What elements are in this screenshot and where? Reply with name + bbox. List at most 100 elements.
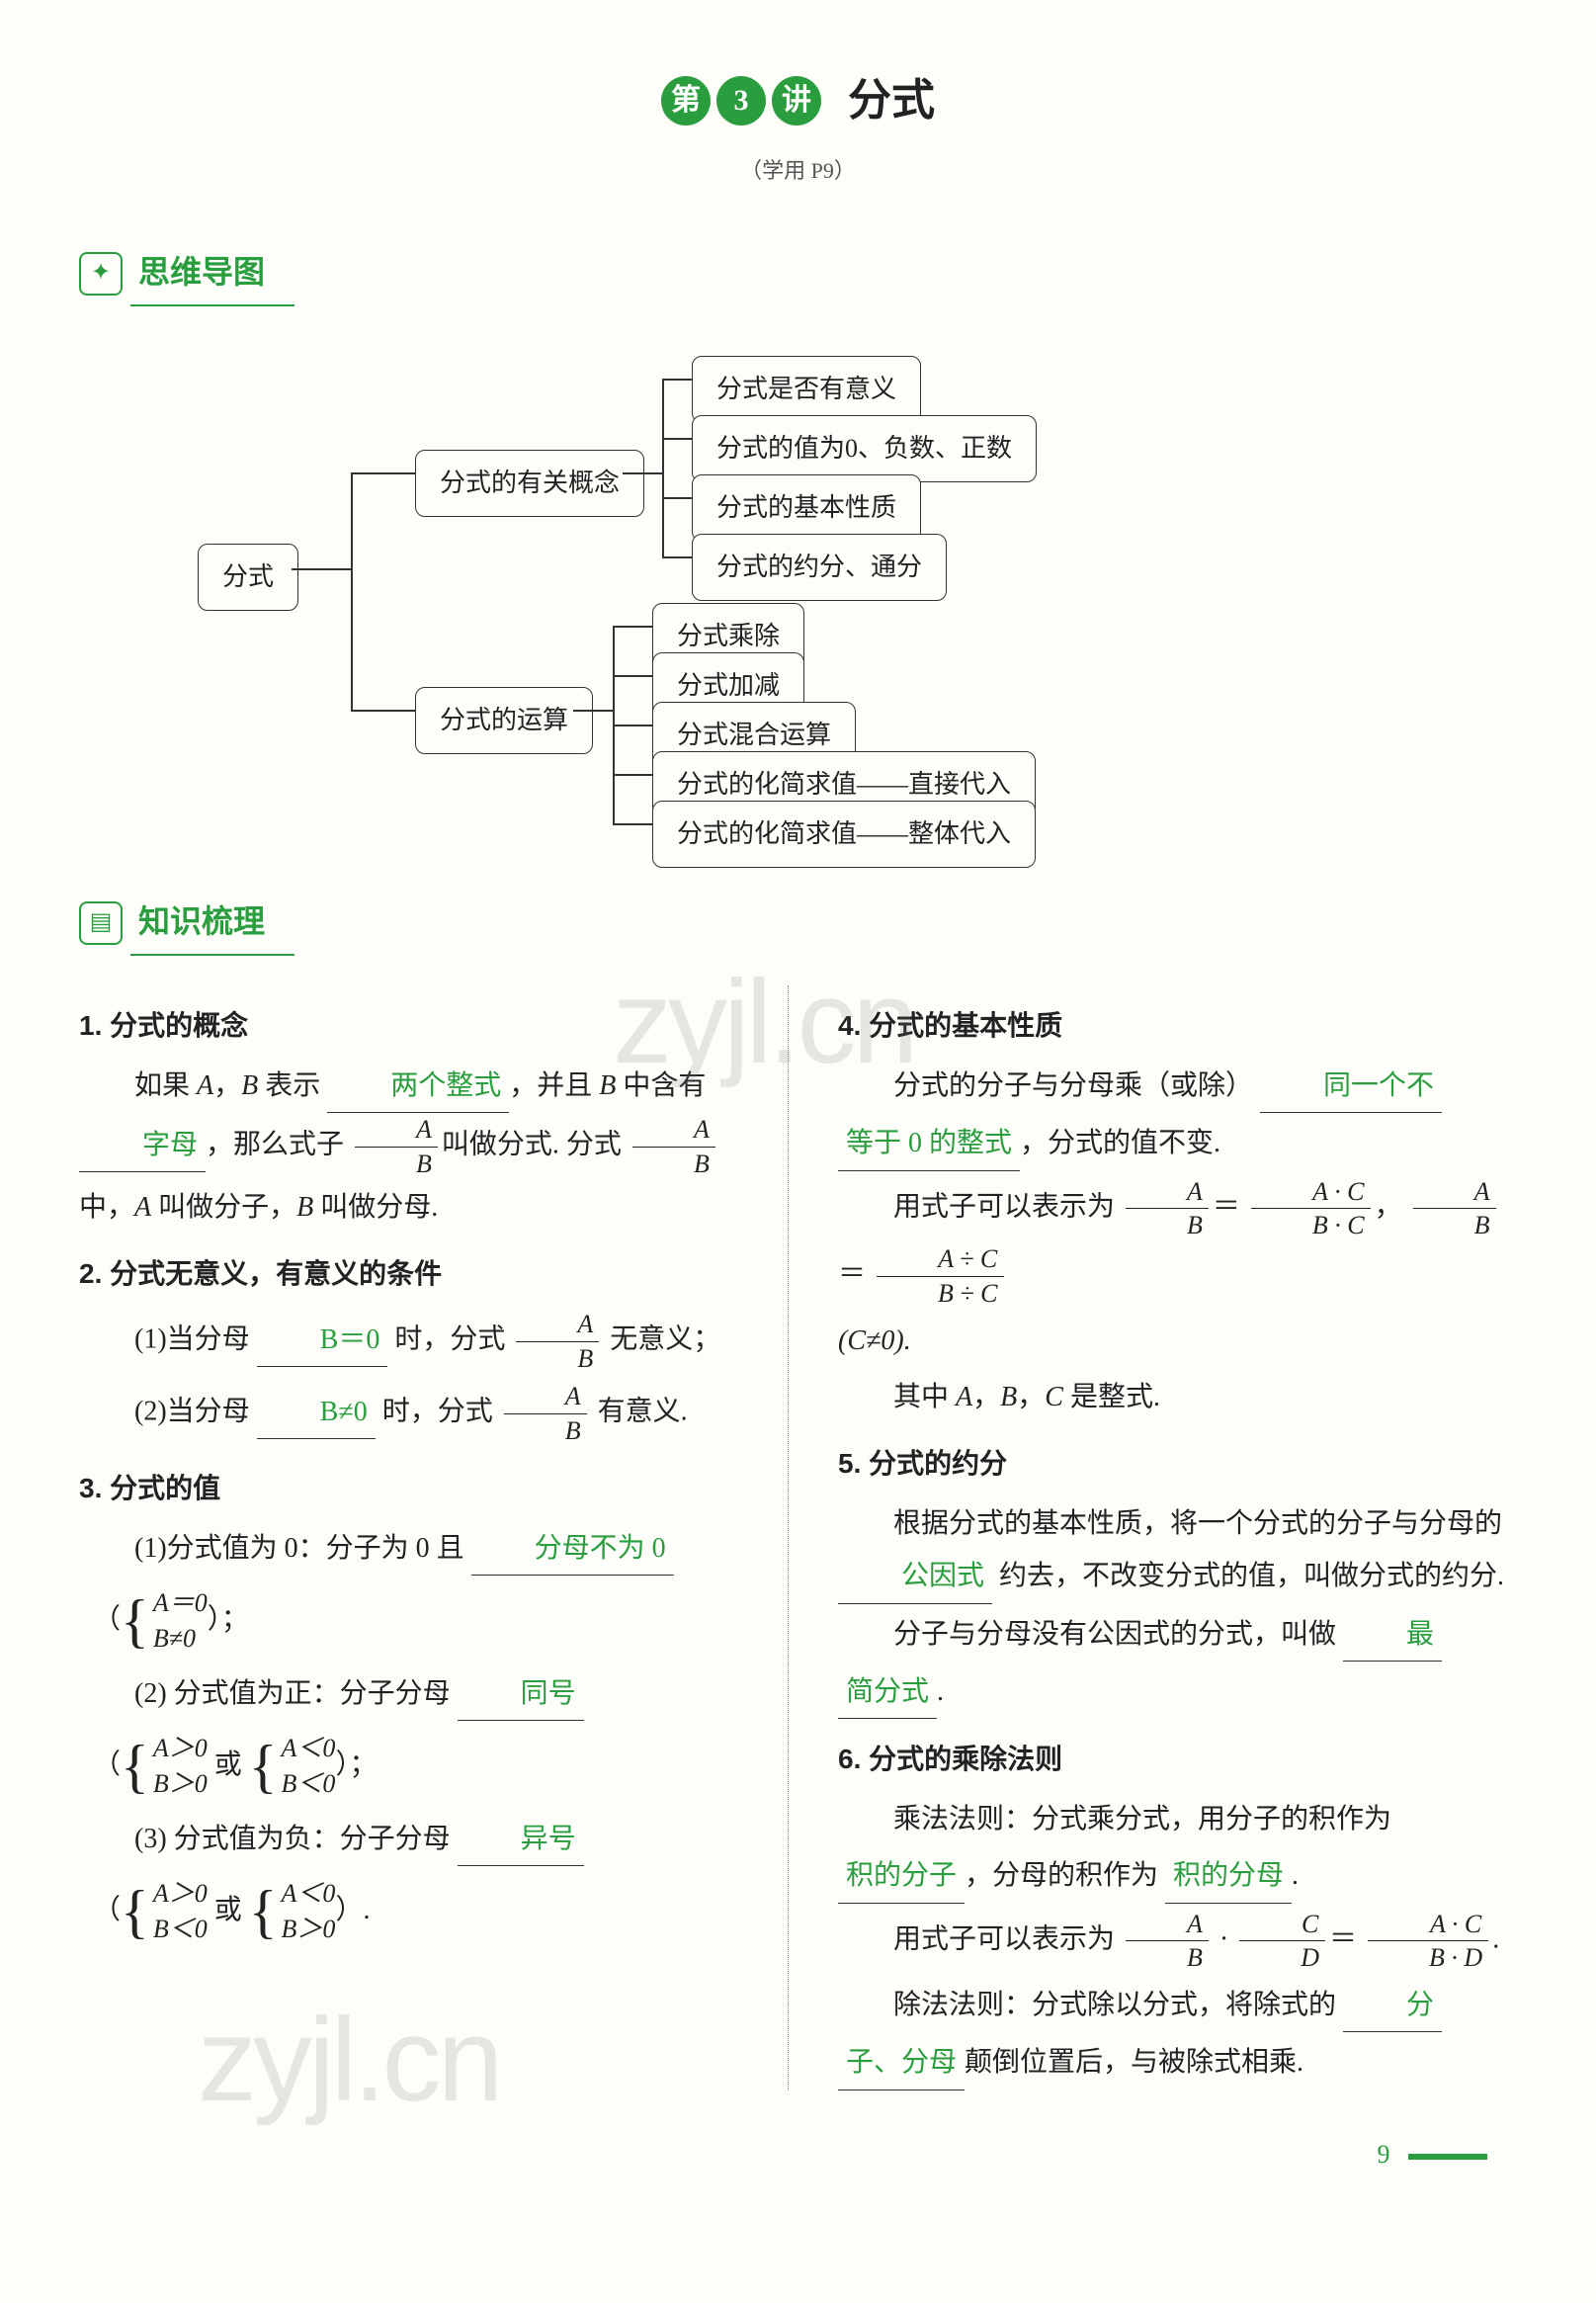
- t: ）；: [208, 1604, 249, 1635]
- t: B＞0: [282, 1912, 336, 1947]
- k3-l1: (1)分式值为 0：分子为 0 且 分母不为 0: [79, 1522, 758, 1576]
- t: A＞0: [153, 1731, 208, 1766]
- section-mindmap-text: 思维导图: [130, 240, 294, 306]
- k6-body2b: 子、分母颠倒位置后，与被除式相乘.: [838, 2036, 1517, 2090]
- t: 叫做分子，: [151, 1192, 296, 1223]
- k1-title: 1. 分式的概念: [79, 999, 758, 1052]
- k4-body1: 分式的分子与分母乘（或除） 同一个不: [838, 1060, 1517, 1113]
- t: 中，: [79, 1192, 134, 1223]
- k2-l2: (2)当分母 B≠0 时，分式 AB 有意义.: [79, 1380, 758, 1448]
- mm-n1c: 分式的基本性质: [692, 474, 921, 541]
- k5-blank1: 公因式: [838, 1550, 992, 1603]
- mm-n1b: 分式的值为0、负数、正数: [692, 415, 1037, 481]
- k4-blank1b: 等于 0 的整式: [838, 1117, 1020, 1170]
- section-knowledge-label: ▤ 知识梳理: [79, 890, 294, 956]
- t: 其中: [893, 1382, 956, 1412]
- t: A＜0: [282, 1731, 336, 1766]
- t: 如果: [134, 1070, 197, 1101]
- t: A＜0: [282, 1876, 336, 1912]
- right-column: 4. 分式的基本性质 分式的分子与分母乘（或除） 同一个不 等于 0 的整式，分…: [828, 985, 1517, 2090]
- t: (C≠0).: [838, 1325, 911, 1356]
- k6-eq: 用式子可以表示为 AB · CD＝ A · CB · D.: [838, 1908, 1517, 1976]
- k4-c: (C≠0).: [838, 1315, 1517, 1367]
- t: (1)当分母: [134, 1324, 250, 1355]
- t: B≠0: [153, 1621, 208, 1657]
- left-column: 1. 分式的概念 如果 A，B 表示 两个整式，并且 B 中含有 字母，那么式子…: [79, 985, 789, 2090]
- mm-n1d: 分式的约分、通分: [692, 534, 947, 600]
- k3-blank1: 分母不为 0: [471, 1522, 674, 1576]
- k4-eq: 用式子可以表示为 AB＝ A · CB · C， AB＝ A ÷ CB ÷ C: [838, 1175, 1517, 1311]
- k6-blank1: 积的分子: [838, 1849, 965, 1903]
- t: B＜0: [153, 1912, 208, 1947]
- section-knowledge-text: 知识梳理: [130, 890, 294, 956]
- t: (1)分式值为 0：分子为 0 且: [134, 1533, 464, 1564]
- k1-body: 如果 A，B 表示 两个整式，并且 B 中含有 字母，那么式子 AB叫做分式. …: [79, 1060, 758, 1234]
- t: 叫做分母.: [313, 1192, 438, 1223]
- t: 乘法法则：分式乘分式，用分子的积作为: [893, 1804, 1391, 1834]
- t: B＞0: [153, 1766, 208, 1802]
- t: ，那么式子: [206, 1130, 344, 1160]
- k3-brace3: （{A＞0B＜0 或 {A＜0B＞0）.: [93, 1870, 758, 1954]
- k5-body1: 根据分式的基本性质，将一个分式的分子与分母的 公因式 约去，不改变分式的值，叫做…: [838, 1497, 1517, 1603]
- mm-root: 分式: [198, 544, 298, 610]
- mm-n1: 分式的有关概念: [415, 450, 644, 516]
- book-icon: ▤: [79, 901, 123, 945]
- chapter-header: 第 3 讲 分式 （学用 P9）: [79, 59, 1517, 191]
- badge-pill-2: 3: [716, 76, 766, 126]
- t: (2)当分母: [134, 1397, 250, 1427]
- t: ）；: [335, 1749, 377, 1780]
- t: ，并且: [509, 1070, 599, 1101]
- t: ）.: [335, 1895, 370, 1925]
- t: .: [937, 1676, 944, 1707]
- k6-blank3: 分: [1343, 1979, 1442, 2032]
- k3-l3: (3) 分式值为负：分子分母 异号: [79, 1813, 758, 1866]
- badge-pill-3: 讲: [772, 76, 821, 126]
- t: 用式子可以表示为: [893, 1923, 1115, 1954]
- k6-blank2: 积的分母: [1165, 1849, 1292, 1903]
- t: 时，分式: [394, 1324, 505, 1355]
- t: A＞0: [153, 1876, 208, 1912]
- k5-blank2b: 简分式: [838, 1665, 937, 1719]
- t: B＜0: [282, 1766, 336, 1802]
- k4-title: 4. 分式的基本性质: [838, 999, 1517, 1052]
- k3-title: 3. 分式的值: [79, 1462, 758, 1514]
- t: 中含有: [616, 1070, 706, 1101]
- mm-n2e: 分式的化简求值——整体代入: [652, 801, 1036, 867]
- k3-blank2: 同号: [458, 1667, 584, 1721]
- mm-n1a: 分式是否有意义: [692, 356, 921, 422]
- k6-body1b: 积的分子，分母的积作为 积的分母.: [838, 1849, 1517, 1903]
- page-bar-icon: [1408, 2154, 1487, 2160]
- t: 表示: [258, 1070, 320, 1101]
- t: 除法法则：分式除以分式，将除式的: [893, 1990, 1336, 2020]
- k2-blank2: B≠0: [257, 1386, 376, 1439]
- k5-blank2: 最: [1343, 1608, 1442, 1662]
- t: 用式子可以表示为: [893, 1191, 1115, 1222]
- k1-blank1: 两个整式: [327, 1060, 509, 1113]
- page-number: 9: [79, 2130, 1517, 2178]
- t: 或: [214, 1749, 242, 1780]
- k3-brace1: （{A＝0B≠0）；: [93, 1579, 758, 1663]
- t: (3) 分式值为负：分子分母: [134, 1824, 451, 1854]
- page-num-text: 9: [1378, 2140, 1390, 2169]
- k6-title: 6. 分式的乘除法则: [838, 1733, 1517, 1785]
- mindmap: 分式 分式的有关概念 分式是否有意义 分式的值为0、负数、正数 分式的基本性质 …: [138, 346, 1458, 820]
- k4-blank1: 同一个不: [1260, 1060, 1442, 1113]
- k3-blank3: 异号: [458, 1813, 584, 1866]
- k2-l1: (1)当分母 B＝0 时，分式 AB 无意义；: [79, 1308, 758, 1376]
- k2-blank1: B＝0: [257, 1314, 388, 1367]
- t: ，分式的值不变.: [1020, 1128, 1220, 1158]
- chapter-title: 分式: [848, 76, 935, 125]
- k2-title: 2. 分式无意义，有意义的条件: [79, 1247, 758, 1300]
- k6-body1: 乘法法则：分式乘分式，用分子的积作为: [838, 1793, 1517, 1845]
- k5-title: 5. 分式的约分: [838, 1437, 1517, 1490]
- t: (2) 分式值为正：分子分母: [134, 1678, 451, 1709]
- t: 分子与分母没有公因式的分式，叫做: [893, 1619, 1336, 1650]
- t: 或: [214, 1895, 242, 1925]
- t: 无意义；: [610, 1324, 720, 1355]
- t: 分式的分子与分母乘（或除）: [893, 1070, 1253, 1101]
- k4-note: 其中 A，B，C 是整式.: [838, 1371, 1517, 1423]
- t: 有意义.: [598, 1397, 688, 1427]
- content-columns: 1. 分式的概念 如果 A，B 表示 两个整式，并且 B 中含有 字母，那么式子…: [79, 985, 1517, 2090]
- k4-body1b: 等于 0 的整式，分式的值不变.: [838, 1117, 1517, 1170]
- t: 时，分式: [382, 1397, 493, 1427]
